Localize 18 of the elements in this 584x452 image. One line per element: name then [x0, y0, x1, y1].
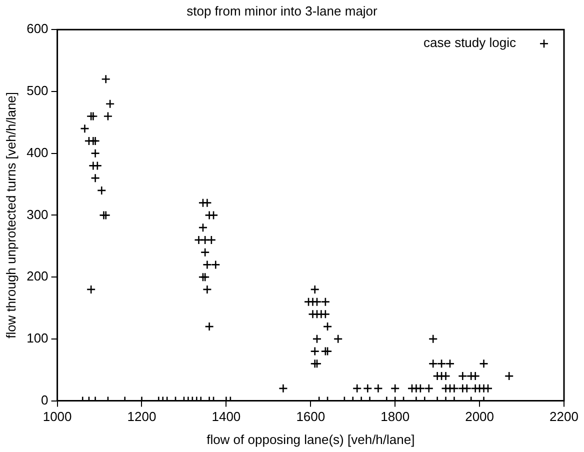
x-tick-label: 1200 — [127, 409, 156, 424]
x-tick-label: 2000 — [465, 409, 494, 424]
chart-title: stop from minor into 3-lane major — [186, 3, 378, 18]
x-tick-label: 1600 — [296, 409, 326, 424]
y-tick-label: 600 — [26, 21, 48, 36]
y-axis-title: flow through unprotected turns [veh/h/lane] — [3, 92, 18, 338]
y-tick-label: 400 — [26, 144, 48, 160]
y-tick-label: 300 — [26, 206, 48, 222]
x-tick-label: 1000 — [42, 409, 72, 424]
y-tick-label: 200 — [26, 268, 48, 284]
y-tick-label: 100 — [26, 330, 48, 346]
x-tick-label: 1400 — [212, 409, 241, 424]
x-tick-label: 1800 — [380, 409, 410, 424]
y-tick-label: 0 — [41, 392, 48, 408]
x-tick-label: 2200 — [550, 409, 578, 424]
y-tick-label: 500 — [26, 83, 48, 98]
x-axis-title: flow of opposing lane(s) [veh/h/lane] — [206, 432, 415, 447]
legend-label: case study logic — [424, 35, 516, 50]
